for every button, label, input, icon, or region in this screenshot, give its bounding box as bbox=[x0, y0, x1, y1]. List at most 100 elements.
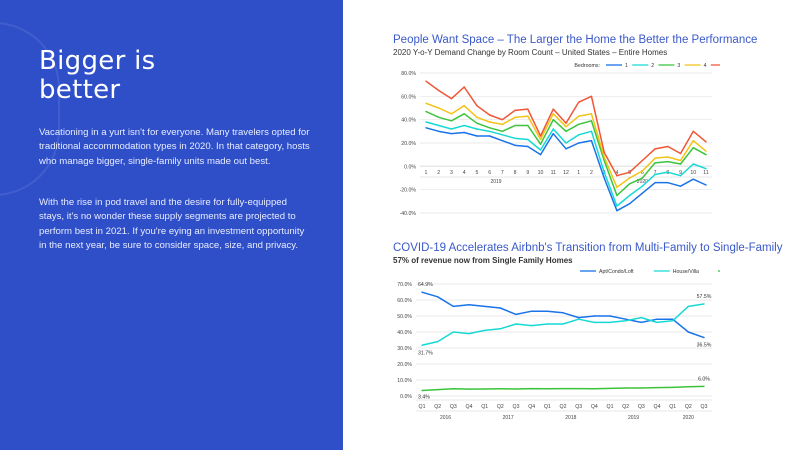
x-tick-label: 2 bbox=[437, 170, 440, 176]
legend-label: 4 bbox=[704, 63, 707, 69]
data-point bbox=[450, 128, 453, 130]
x-tick-label: Q4 bbox=[591, 404, 598, 410]
chart-2-subtitle: 57% of revenue now from Single Family Ho… bbox=[393, 256, 573, 265]
data-point bbox=[499, 328, 502, 330]
data-point bbox=[463, 131, 465, 134]
data-point bbox=[687, 305, 690, 308]
data-point bbox=[527, 145, 529, 148]
data-point bbox=[679, 159, 682, 162]
data-point bbox=[654, 181, 656, 184]
data-point bbox=[514, 137, 516, 140]
data-point bbox=[438, 130, 440, 133]
x-tick-label: 2 bbox=[590, 170, 593, 176]
y-tick-label: 60.0% bbox=[401, 94, 416, 100]
x-tick-label: Q1 bbox=[607, 404, 614, 410]
data-point bbox=[468, 388, 470, 390]
data-point bbox=[562, 387, 564, 390]
x-tick-label: Q4 bbox=[654, 404, 661, 410]
data-point bbox=[656, 321, 658, 324]
data-point bbox=[546, 310, 549, 312]
data-point bbox=[463, 104, 465, 107]
data-point bbox=[488, 121, 491, 123]
data-point bbox=[577, 316, 580, 319]
data-point bbox=[463, 113, 465, 115]
data-point bbox=[705, 150, 707, 152]
data-point bbox=[628, 171, 631, 173]
bedroom-demand-chart: 80.0%60.0%40.0%20.0%0.0%-20.0%-40.0%1 2 3 4… bbox=[400, 63, 720, 217]
headline-line-1: Bigger is bbox=[39, 46, 156, 76]
x-tick-label: 6 bbox=[641, 170, 644, 176]
data-point bbox=[425, 121, 427, 123]
data-point bbox=[515, 313, 517, 316]
data-point bbox=[628, 194, 631, 197]
x-tick-label: 9 bbox=[679, 170, 682, 176]
data-point bbox=[539, 149, 542, 151]
data-point bbox=[667, 181, 669, 184]
x-tick-label: 10 bbox=[690, 170, 696, 176]
legend-title: Bedrooms: bbox=[574, 63, 600, 69]
data-point bbox=[656, 386, 658, 389]
legend-label: 3 bbox=[677, 63, 680, 69]
data-point bbox=[640, 387, 643, 389]
year-label: 2020 bbox=[683, 415, 694, 421]
data-point bbox=[438, 116, 440, 119]
data-point bbox=[654, 148, 656, 150]
data-point bbox=[640, 316, 643, 319]
data-point bbox=[590, 95, 593, 98]
data-point bbox=[641, 159, 644, 162]
data-point bbox=[499, 307, 502, 309]
data-point bbox=[577, 318, 580, 320]
series-line-2 bbox=[425, 121, 707, 207]
data-point bbox=[425, 102, 427, 105]
data-point bbox=[671, 320, 674, 322]
y-tick-label: 0.0% bbox=[400, 394, 412, 400]
data-point bbox=[539, 135, 542, 137]
data-point bbox=[450, 97, 453, 100]
data-point bbox=[438, 124, 440, 127]
data-point bbox=[452, 305, 455, 308]
y-tick-label: 20.0% bbox=[401, 141, 416, 147]
data-point bbox=[539, 153, 542, 156]
data-point bbox=[452, 331, 455, 333]
data-point bbox=[425, 80, 427, 82]
x-tick-label: Q2 bbox=[434, 404, 441, 410]
data-point bbox=[539, 143, 542, 145]
data-point bbox=[603, 156, 605, 158]
data-point bbox=[463, 124, 465, 127]
legend-label: 1 bbox=[625, 63, 628, 69]
x-tick-label: 7 bbox=[654, 170, 657, 176]
data-point bbox=[436, 340, 439, 343]
x-tick-label: 6 bbox=[488, 170, 491, 176]
data-point bbox=[483, 388, 486, 390]
data-label: 64.9% bbox=[418, 282, 433, 288]
year-label: 2019 bbox=[628, 415, 639, 421]
data-point bbox=[667, 156, 669, 158]
data-point bbox=[530, 310, 533, 312]
data-point bbox=[468, 304, 470, 306]
headline-line-2: better bbox=[39, 75, 121, 105]
data-point bbox=[679, 185, 682, 187]
data-point bbox=[514, 116, 516, 119]
x-tick-label: Q3 bbox=[450, 404, 457, 410]
data-point bbox=[476, 128, 478, 130]
data-point bbox=[624, 320, 627, 322]
data-point bbox=[578, 123, 580, 126]
data-point bbox=[436, 388, 439, 391]
data-point bbox=[679, 174, 682, 177]
data-point bbox=[616, 209, 618, 212]
x-tick-label: Q2 bbox=[685, 404, 692, 410]
x-tick-label: Q4 bbox=[466, 404, 473, 410]
legend-label: House/Villa bbox=[673, 269, 699, 275]
data-point bbox=[527, 138, 529, 141]
data-label: 36.5% bbox=[697, 343, 712, 349]
x-tick-label: 11 bbox=[551, 170, 556, 176]
data-point bbox=[488, 130, 491, 133]
chart-2-title: COVID-19 Accelerates Airbnb's Transition… bbox=[393, 242, 783, 254]
data-point bbox=[501, 139, 504, 142]
data-label: 31.7% bbox=[418, 350, 433, 356]
data-point bbox=[667, 145, 669, 148]
intro-paragraph-1: Vacationing in a yurt isn't for everyone… bbox=[39, 127, 310, 167]
data-point bbox=[705, 153, 707, 156]
data-point bbox=[628, 183, 631, 185]
data-point bbox=[421, 389, 423, 392]
